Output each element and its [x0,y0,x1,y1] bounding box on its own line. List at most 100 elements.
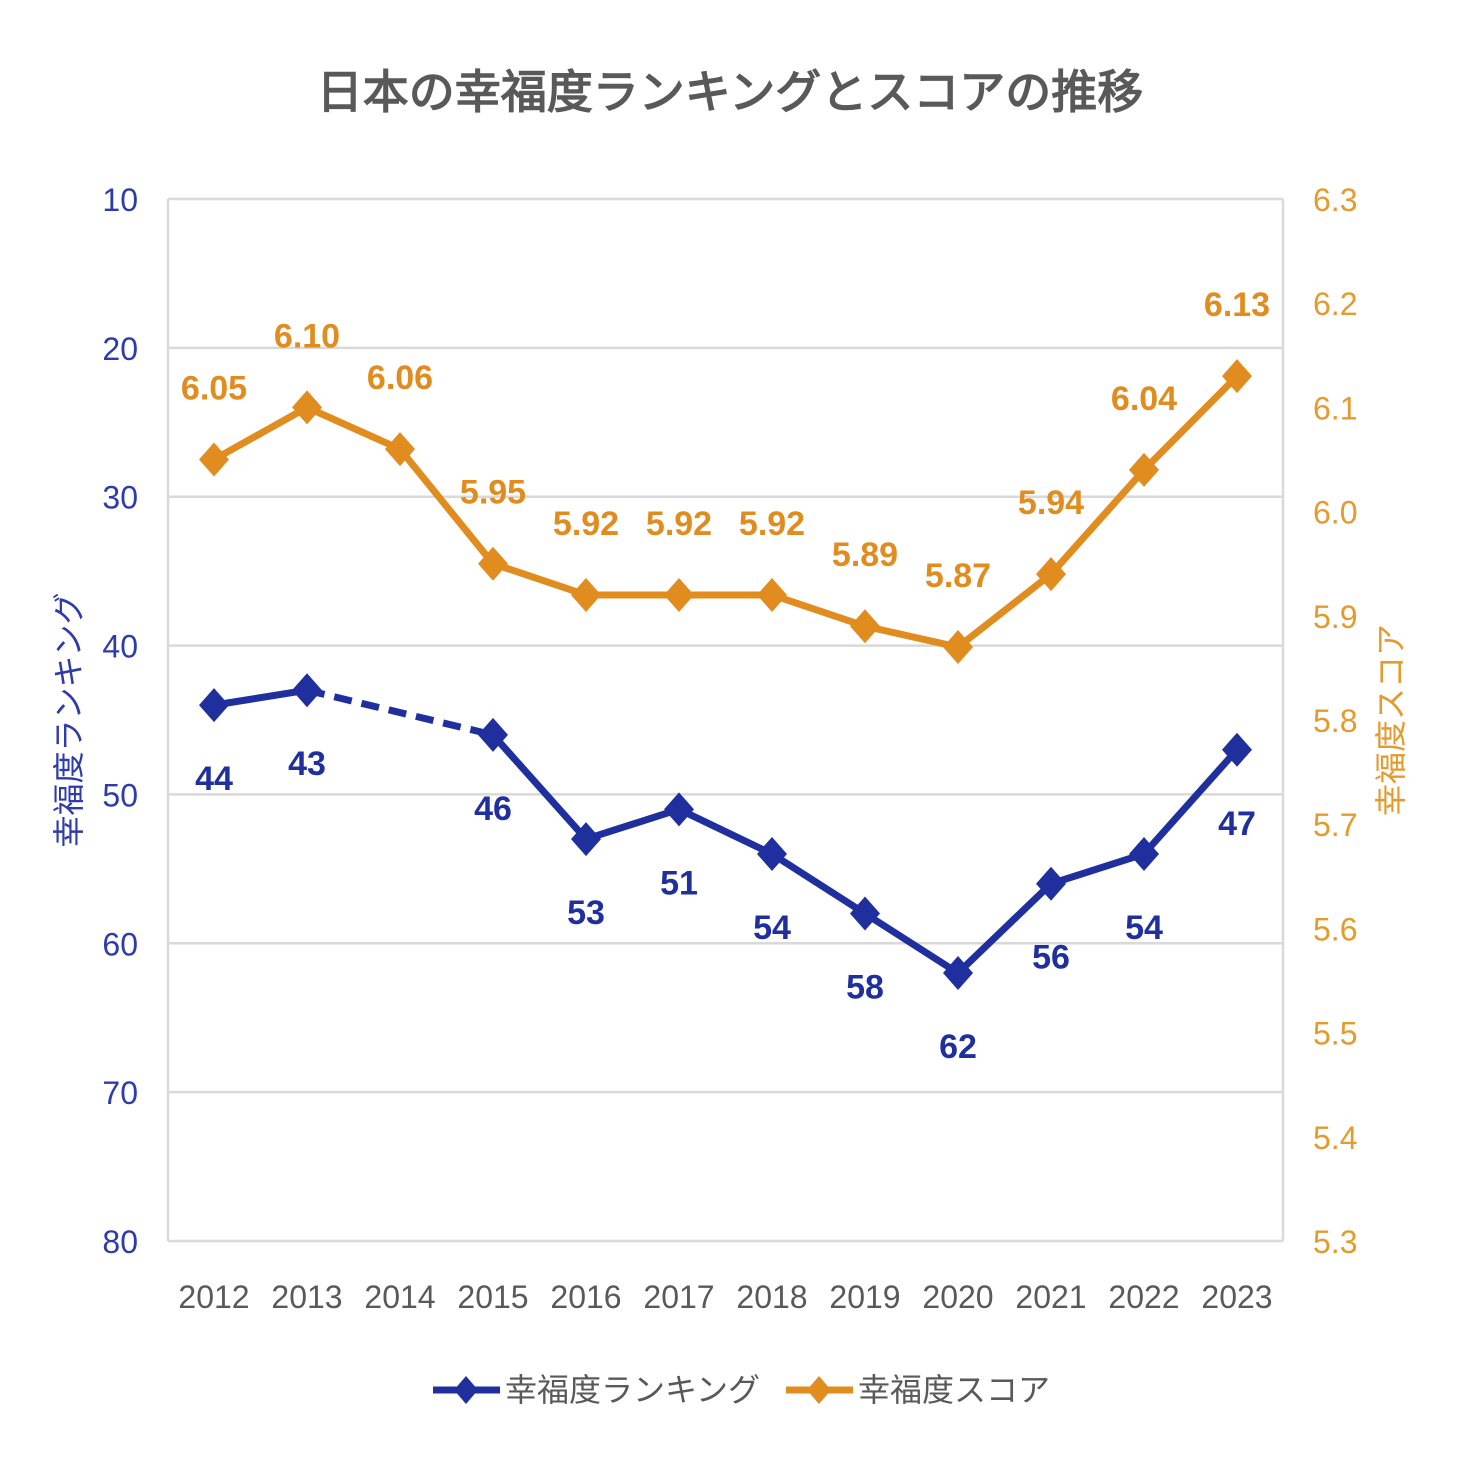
chart-title: 日本の幸福度ランキングとスコアの推移 [317,65,1144,119]
y-left-tick-label: 50 [102,777,138,813]
x-tick-label: 2022 [1108,1279,1179,1315]
y-right-tick-label: 5.7 [1313,807,1357,843]
ranking-marker [292,673,322,708]
ranking-data-label: 62 [939,1028,977,1066]
score-marker [757,577,787,612]
series-segment [491,560,588,599]
ranking-data-label: 53 [567,894,605,932]
x-tick-label: 2023 [1201,1279,1272,1315]
ranking-marker [1222,732,1252,767]
x-tick-label: 2015 [457,1279,528,1315]
y-axis-right-label: 幸福度スコア [1373,624,1409,816]
series-segment [955,881,1054,976]
legend-label-ranking: 幸福度ランキング [505,1371,760,1409]
series-segment [1141,747,1240,857]
y-right-tick-label: 5.6 [1313,911,1357,947]
x-tick-label: 2018 [736,1279,807,1315]
ranking-marker [1129,836,1159,871]
y-left-tick-label: 70 [102,1075,138,1111]
ranking-data-label: 46 [474,790,512,828]
y-right-tick-label: 5.3 [1313,1224,1357,1260]
score-data-label: 6.06 [367,359,433,397]
y-left-tick-label: 30 [102,480,138,516]
series-segment [1141,373,1240,473]
score-marker [1222,359,1252,394]
ranking-marker [943,956,973,991]
x-tick-label: 2019 [829,1279,900,1315]
y-left-tick-label: 40 [102,629,138,665]
series-segment [305,404,402,453]
series-segment [863,910,960,977]
score-marker [571,577,601,612]
ranking-marker [757,836,787,871]
legend-label-score: 幸福度スコア [858,1371,1050,1409]
score-marker [1036,557,1066,592]
y-left-tick-label: 10 [102,182,138,218]
ranking-data-label: 54 [1125,909,1163,947]
y-left-tick-label: 20 [102,331,138,367]
series-segment [1048,467,1147,577]
series-segment [213,686,308,709]
score-data-label: 5.95 [460,474,526,512]
x-tick-label: 2013 [271,1279,342,1315]
score-marker [478,546,508,581]
score-data-label: 6.13 [1204,286,1270,324]
series-segment [770,591,867,630]
score-data-label: 5.89 [832,536,898,574]
ranking-marker [199,688,229,723]
score-marker [385,432,415,467]
series-segment [490,732,589,842]
x-tick-label: 2012 [178,1279,249,1315]
score-marker [850,609,880,644]
series-segment [677,806,774,858]
score-marker [1129,452,1159,487]
series-segment-gap [306,686,494,739]
series-segment [397,446,496,566]
series-segment [864,622,959,651]
score-data-label: 6.04 [1111,380,1177,418]
y-right-tick-label: 6.0 [1313,495,1357,531]
ranking-data-label: 58 [846,969,884,1007]
score-data-label: 5.92 [646,505,712,543]
x-tick-label: 2021 [1015,1279,1086,1315]
ranking-marker [478,717,508,752]
ranking-marker [850,896,880,931]
y-right-tick-label: 5.8 [1313,703,1357,739]
y-left-tick-label: 60 [102,926,138,962]
x-tick-label: 2017 [643,1279,714,1315]
ranking-marker [571,822,601,857]
y-right-tick-label: 6.2 [1313,286,1357,322]
y-axis-left-label: 幸福度ランキング [51,592,87,847]
legend-marker-score [807,1376,831,1404]
y-right-tick-label: 6.3 [1313,182,1357,218]
score-marker [199,442,229,477]
ranking-data-label: 47 [1218,805,1256,843]
ranking-data-label: 56 [1032,939,1070,977]
series-segment [1049,850,1146,888]
y-right-tick-label: 5.4 [1313,1120,1357,1156]
score-data-label: 6.10 [274,317,340,355]
y-right-tick-label: 5.9 [1313,599,1357,635]
x-tick-label: 2020 [922,1279,993,1315]
ranking-data-label: 43 [288,745,326,783]
score-marker [292,390,322,425]
ranking-data-label: 44 [195,760,233,798]
score-marker [664,577,694,612]
score-data-label: 5.92 [553,505,619,543]
legend-marker-ranking [454,1376,478,1404]
ranking-marker [1036,866,1066,901]
y-right-tick-label: 5.5 [1313,1016,1357,1052]
ranking-data-label: 51 [660,864,698,902]
score-data-label: 5.92 [739,505,805,543]
y-right-tick-label: 6.1 [1313,390,1357,426]
series-segment [770,851,867,917]
x-tick-label: 2016 [550,1279,621,1315]
legend: 幸福度ランキング 幸福度スコア [433,1371,1050,1409]
series-segment [584,805,681,843]
score-data-label: 5.94 [1018,484,1084,522]
y-left-tick-label: 80 [102,1224,138,1260]
series-segment [955,571,1054,650]
score-data-label: 5.87 [925,557,991,595]
ranking-marker [664,792,694,827]
